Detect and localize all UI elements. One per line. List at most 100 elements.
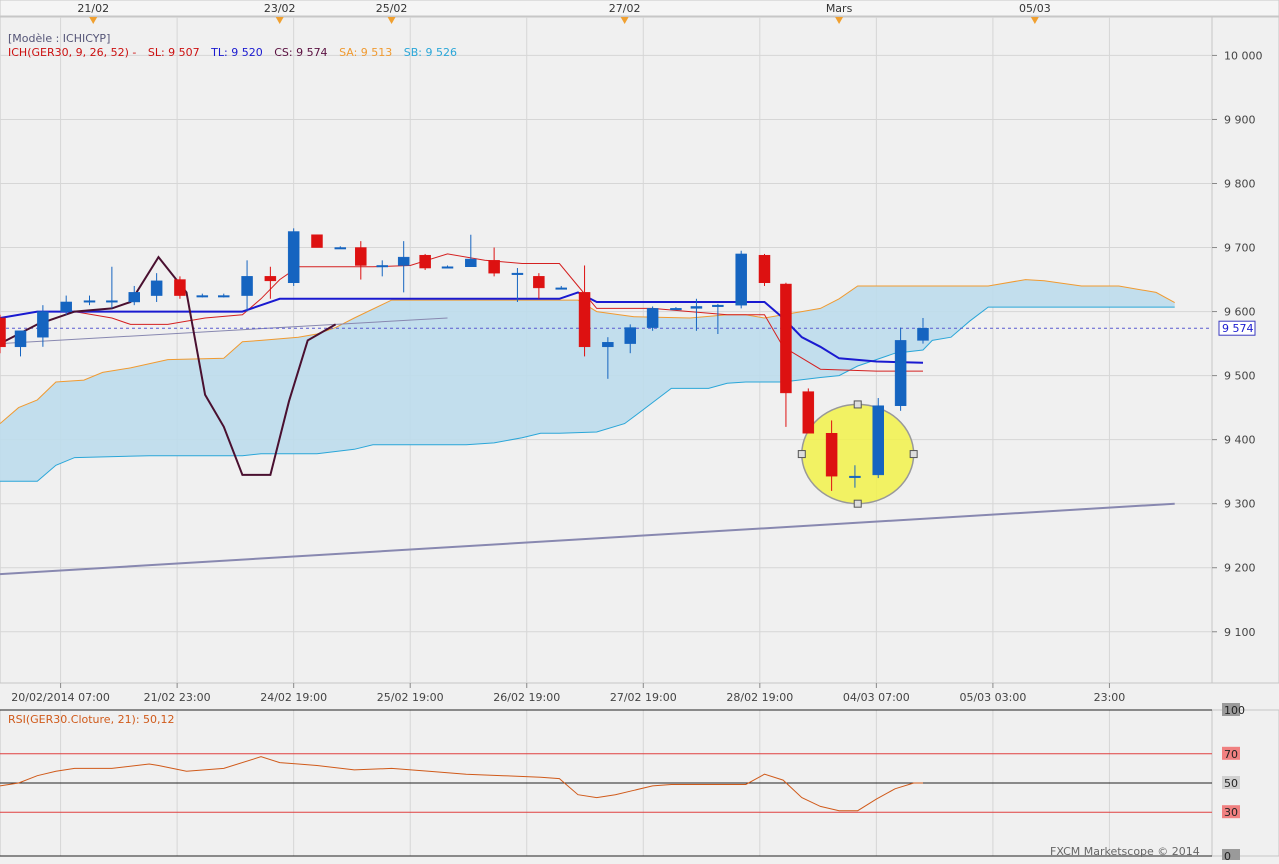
sa-value: SA: 9 513 — [339, 46, 392, 59]
candle[interactable] — [106, 266, 118, 309]
candle[interactable] — [334, 246, 347, 250]
candle-body — [150, 280, 163, 296]
ichimoku-cloud — [0, 279, 1175, 482]
candle-body — [872, 405, 884, 476]
date-marker-arrow — [89, 17, 98, 24]
candle-body — [37, 311, 49, 338]
candle-body — [174, 279, 186, 296]
candle[interactable] — [419, 253, 431, 270]
candle-body — [825, 433, 838, 477]
price-tick-label: 10 000 — [1224, 49, 1263, 62]
date-marker-label: 05/03 — [1019, 2, 1051, 15]
tl-value: TL: 9 520 — [210, 46, 263, 59]
selection-handle[interactable] — [909, 450, 918, 459]
candle-body — [14, 330, 27, 348]
highlight-ellipse[interactable] — [801, 403, 915, 505]
candle[interactable] — [83, 295, 96, 306]
top-date-markers[interactable]: 21/02 23/02 25/02 27/02 Mars 05/03 — [77, 2, 1051, 24]
candle[interactable] — [578, 265, 591, 357]
highlight-annotation[interactable] — [797, 400, 918, 508]
candle[interactable] — [376, 260, 388, 277]
candle[interactable] — [128, 285, 141, 306]
candle[interactable] — [802, 388, 815, 434]
rsi-level-label: 0 — [1224, 850, 1231, 860]
date-marker[interactable]: 25/02 — [376, 2, 408, 24]
candle[interactable] — [670, 307, 682, 311]
candle-body — [488, 260, 500, 274]
candle[interactable] — [465, 234, 477, 268]
candle-body — [264, 276, 277, 282]
candle[interactable] — [735, 250, 747, 309]
candle[interactable] — [712, 303, 724, 334]
time-tick-label: 26/02 19:00 — [493, 691, 560, 704]
candle[interactable] — [758, 253, 771, 286]
date-marker[interactable]: Mars — [826, 2, 853, 24]
candle-body — [780, 283, 792, 394]
date-marker-arrow — [1030, 17, 1039, 24]
top-axis-bar — [0, 0, 1279, 17]
price-tick-label: 9 400 — [1224, 434, 1256, 447]
price-tick-label: 9 500 — [1224, 370, 1256, 383]
candle[interactable] — [780, 282, 792, 427]
candle[interactable] — [555, 285, 567, 290]
candle[interactable] — [14, 330, 27, 357]
candle-body — [670, 308, 682, 311]
candle-body — [241, 276, 253, 296]
candle[interactable] — [355, 241, 367, 280]
date-marker[interactable]: 21/02 — [77, 2, 109, 24]
selection-handle[interactable] — [853, 499, 862, 508]
candle[interactable] — [825, 420, 838, 491]
watermark: FXCM Marketscope © 2014 — [1050, 845, 1200, 858]
candle[interactable] — [690, 298, 703, 331]
date-marker[interactable]: 27/02 — [609, 2, 641, 24]
candle[interactable] — [849, 465, 861, 488]
candle-body — [419, 254, 431, 269]
ichimoku-legend: ICH(GER30, 9, 26, 52) - SL: 9 507 TL: 9 … — [8, 46, 457, 59]
candle-body — [334, 247, 347, 250]
candle[interactable] — [241, 260, 253, 312]
candle[interactable] — [196, 293, 209, 298]
candle[interactable] — [218, 293, 230, 298]
candle[interactable] — [533, 273, 545, 299]
date-marker-label: 23/02 — [264, 2, 296, 15]
price-tick-label: 9 900 — [1224, 113, 1256, 126]
candle[interactable] — [264, 266, 277, 299]
candle[interactable] — [287, 228, 300, 286]
candle[interactable] — [37, 305, 49, 347]
candle[interactable] — [646, 306, 659, 331]
candle[interactable] — [894, 327, 907, 411]
rsi-level-label: 50 — [1224, 777, 1238, 790]
time-tick-label: 23:00 — [1094, 691, 1126, 704]
candle[interactable] — [624, 324, 636, 354]
date-marker-arrow — [835, 17, 844, 24]
candle[interactable] — [311, 234, 323, 248]
candles[interactable] — [0, 228, 929, 491]
candle[interactable] — [150, 273, 163, 302]
time-tick-label: 25/02 19:00 — [377, 691, 444, 704]
candle[interactable] — [60, 295, 72, 315]
price-axis-panel[interactable] — [1211, 16, 1279, 684]
date-marker-arrow — [275, 17, 284, 24]
candle[interactable] — [488, 247, 500, 277]
candle[interactable] — [441, 265, 454, 269]
candle[interactable] — [511, 268, 524, 302]
candle-body — [602, 342, 614, 348]
selection-handle[interactable] — [797, 450, 806, 459]
candle[interactable] — [174, 276, 186, 299]
candle[interactable] — [917, 317, 929, 344]
price-tick-label: 9 700 — [1224, 242, 1256, 255]
candle-body — [894, 340, 907, 406]
candle[interactable] — [872, 398, 884, 479]
candle[interactable] — [0, 314, 6, 354]
price-tick-label: 9 300 — [1224, 498, 1256, 511]
candle-body — [917, 327, 929, 341]
date-marker[interactable]: 23/02 — [264, 2, 296, 24]
senkou-span-b-line — [0, 306, 1175, 482]
date-marker[interactable]: 05/03 — [1019, 2, 1051, 24]
candle-body — [218, 295, 230, 298]
candle[interactable] — [397, 241, 410, 293]
candle[interactable] — [602, 337, 614, 379]
selection-handle[interactable] — [853, 400, 862, 409]
